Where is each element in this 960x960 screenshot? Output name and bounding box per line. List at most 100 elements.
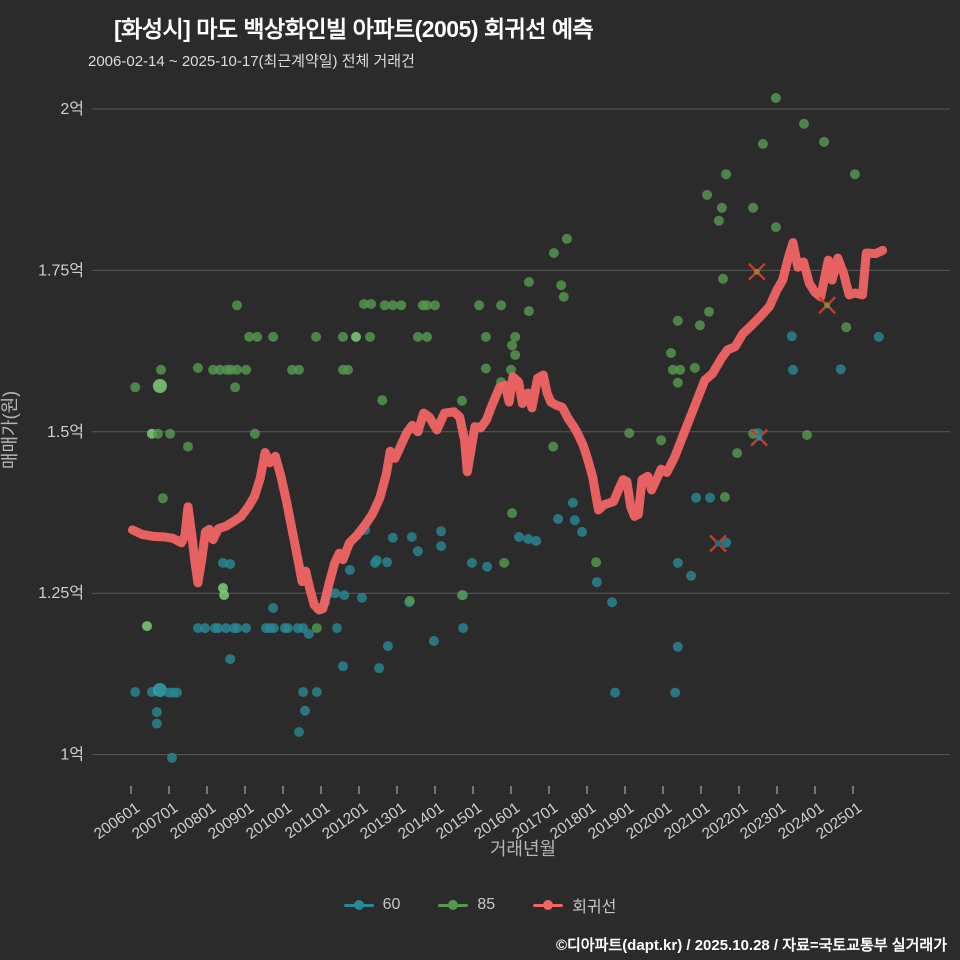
data-point-85 bbox=[510, 350, 521, 360]
outlier-x-icon bbox=[750, 428, 768, 447]
data-point-60 bbox=[721, 537, 732, 548]
data-point-85 bbox=[156, 364, 166, 375]
data-point-85 bbox=[689, 362, 700, 373]
data-point-85 bbox=[672, 377, 683, 388]
data-point-85 bbox=[496, 300, 507, 311]
y-tick-label: 1.25억 bbox=[38, 584, 84, 602]
scatter-series-60 bbox=[130, 331, 884, 763]
data-point-85 bbox=[480, 363, 491, 374]
data-point-85 bbox=[249, 428, 260, 439]
chart-legend: 60 85 회귀선 bbox=[0, 893, 960, 917]
data-point-60 bbox=[294, 727, 304, 737]
data-point-60 bbox=[374, 663, 385, 674]
y-axis-title: 매매가(원) bbox=[0, 391, 20, 469]
data-point-85 bbox=[192, 362, 203, 373]
data-point-60 bbox=[221, 623, 231, 634]
data-point-85 bbox=[422, 300, 432, 311]
data-point-60 bbox=[300, 705, 310, 716]
y-gridlines: 1억 1.25억 1.5억 1.75억 2억 bbox=[38, 100, 950, 764]
data-point-60 bbox=[482, 561, 493, 572]
data-point-60 bbox=[569, 515, 580, 526]
legend-marker-regression-icon bbox=[533, 899, 564, 911]
data-point-85 bbox=[365, 331, 375, 342]
data-point-60 bbox=[382, 557, 393, 568]
data-point-85 bbox=[457, 590, 467, 601]
x-axis-ticks: 2006012007012008012009012010012011012012… bbox=[91, 786, 865, 843]
data-point-60 bbox=[691, 492, 702, 503]
data-point-60 bbox=[151, 718, 162, 729]
data-point-85 bbox=[556, 280, 567, 291]
data-point-85 bbox=[732, 448, 743, 459]
data-point-60 bbox=[282, 623, 293, 634]
data-point-60 bbox=[514, 532, 524, 542]
data-point-85 bbox=[841, 322, 852, 333]
data-point-85 bbox=[624, 428, 635, 439]
data-point-85 bbox=[716, 202, 727, 213]
data-point-60 bbox=[436, 526, 447, 537]
data-point-60 bbox=[130, 687, 141, 697]
data-point-85 bbox=[219, 590, 230, 601]
data-point-85 bbox=[667, 364, 678, 375]
data-point-60 bbox=[344, 565, 355, 575]
data-point-60 bbox=[523, 534, 534, 544]
data-point-60 bbox=[672, 557, 683, 568]
data-point-85 bbox=[507, 508, 518, 519]
data-point-85 bbox=[523, 306, 534, 317]
data-point-60 bbox=[298, 687, 309, 697]
regression-line-path bbox=[128, 238, 888, 615]
data-point-85 bbox=[819, 136, 830, 147]
outlier-markers bbox=[709, 262, 837, 553]
data-point-60 bbox=[686, 570, 697, 581]
axis-titles: 거래년월 매매가(원) bbox=[0, 391, 556, 859]
data-point-85 bbox=[404, 595, 415, 606]
data-point-60 bbox=[330, 588, 341, 599]
data-point-60 bbox=[225, 559, 236, 570]
data-point-85 bbox=[412, 331, 423, 342]
data-point-60 bbox=[458, 623, 469, 634]
data-point-60 bbox=[788, 364, 798, 375]
page-title: [화성시] 마도 백상화인빌 아파트(2005) 회귀선 예측 bbox=[114, 16, 594, 42]
data-point-85 bbox=[675, 364, 686, 375]
data-point-85 bbox=[561, 233, 572, 244]
data-point-85 bbox=[311, 331, 322, 342]
data-point-85 bbox=[719, 492, 730, 502]
data-point-85 bbox=[230, 382, 241, 393]
legend-item-regression[interactable]: 회귀선 bbox=[533, 893, 616, 917]
data-point-85 bbox=[338, 331, 348, 342]
data-point-60 bbox=[466, 557, 477, 568]
data-point-85 bbox=[718, 273, 728, 284]
data-point-85 bbox=[268, 331, 279, 342]
data-point-85 bbox=[379, 300, 390, 311]
page-subtitle: 2006-02-14 ~ 2025-10-17(최근계약일) 전체 거래건 bbox=[88, 53, 415, 70]
data-point-85 bbox=[430, 300, 440, 311]
data-point-60 bbox=[151, 707, 162, 717]
data-point-60 bbox=[268, 623, 279, 634]
y-tick-label: 1.75억 bbox=[38, 261, 84, 279]
data-point-60 bbox=[786, 331, 797, 342]
legend-label: 60 bbox=[382, 896, 401, 913]
data-point-60 bbox=[387, 532, 398, 543]
legend-item-85[interactable]: 85 bbox=[438, 893, 495, 917]
legend-item-60[interactable]: 60 bbox=[343, 893, 401, 917]
data-point-85 bbox=[757, 138, 768, 149]
data-point-85 bbox=[672, 315, 683, 326]
data-point-85 bbox=[241, 364, 252, 375]
data-point-60 bbox=[192, 623, 203, 634]
data-point-85 bbox=[311, 623, 322, 634]
copyright-source-text: ©디아파트(dapt.kr) / 2025.10.28 / 자료=국토교통부 실… bbox=[555, 937, 947, 954]
data-point-60 bbox=[531, 535, 542, 546]
data-point-85 bbox=[748, 202, 759, 213]
legend-label: 회귀선 bbox=[572, 899, 617, 916]
outlier-x-icon bbox=[709, 534, 727, 553]
data-point-85 bbox=[457, 395, 467, 406]
data-point-85 bbox=[802, 430, 812, 440]
y-tick-label: 2억 bbox=[60, 100, 84, 118]
data-point-85 bbox=[666, 348, 676, 358]
data-point-85 bbox=[499, 557, 510, 568]
data-point-60 bbox=[406, 532, 417, 542]
data-point-85 bbox=[165, 428, 176, 439]
data-point-60 bbox=[553, 514, 564, 524]
data-point-60 bbox=[873, 331, 884, 342]
